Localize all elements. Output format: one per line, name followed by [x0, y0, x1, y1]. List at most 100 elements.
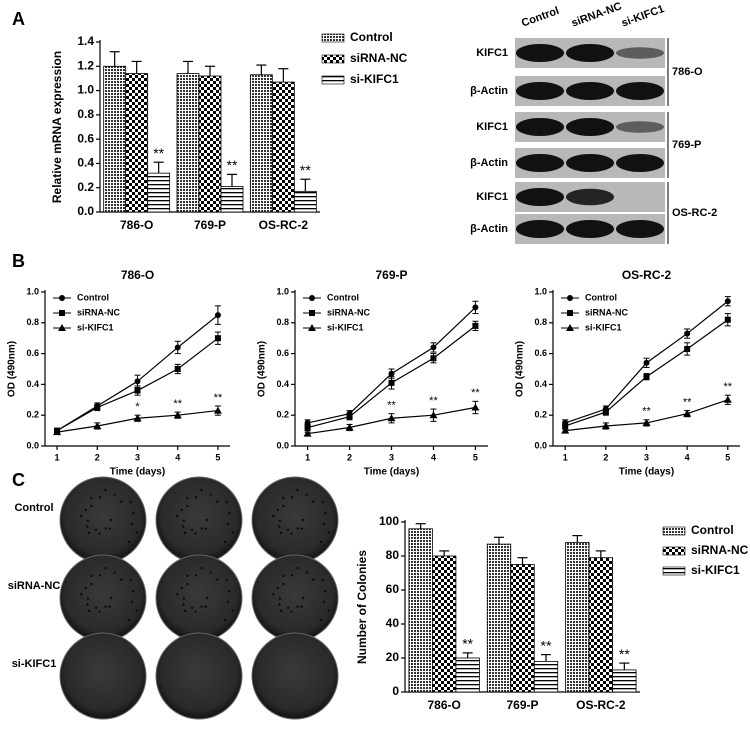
- marker: [309, 295, 315, 301]
- y-tick-label: 0.8: [26, 317, 39, 327]
- y-tick-label: 20: [386, 650, 400, 664]
- bar: [176, 73, 200, 213]
- blot-band: [516, 82, 564, 100]
- colony: [90, 496, 93, 500]
- colony: [186, 583, 189, 586]
- colony: [182, 519, 186, 522]
- y-tick-label: 0.6: [26, 348, 39, 358]
- blot-band: [616, 220, 664, 238]
- blot-band: [566, 44, 614, 62]
- colony: [312, 578, 315, 581]
- colony: [278, 519, 282, 522]
- colony: [301, 518, 305, 522]
- colony: [135, 531, 139, 534]
- y-axis-label: Number of Colonies: [355, 550, 369, 664]
- colony: [84, 586, 87, 590]
- marker: [59, 295, 65, 301]
- colony: [108, 605, 111, 608]
- colony: [200, 605, 203, 608]
- colony: [278, 525, 281, 528]
- y-tick-label: 0.4: [77, 156, 94, 170]
- y-tick-label: 60: [386, 582, 400, 596]
- y-tick-label: 0.4: [534, 379, 547, 389]
- colony: [186, 505, 189, 508]
- marker: [309, 310, 315, 316]
- x-tick-label: 4: [431, 452, 436, 462]
- x-tick-label: 5: [215, 452, 220, 462]
- chart-title: 769-P: [375, 268, 407, 282]
- x-axis-label: Time (days): [110, 467, 165, 478]
- significance-label: **: [724, 381, 733, 393]
- colony: [127, 618, 131, 622]
- bar: [533, 661, 559, 693]
- colony: [324, 512, 327, 515]
- colony: [290, 573, 294, 577]
- y-tick-label: 1.0: [26, 286, 39, 296]
- colony: [282, 583, 285, 586]
- marker: [93, 421, 102, 429]
- x-tick-label: 5: [473, 452, 478, 462]
- x-tick-label: 3: [135, 452, 140, 462]
- protein-label: β-Actin: [470, 223, 508, 235]
- y-axis-label: OD (490nm): [257, 341, 268, 397]
- x-tick-label: 1: [563, 452, 568, 462]
- colony: [98, 573, 102, 577]
- legend-label: si-KIFC1: [585, 322, 622, 332]
- legend-label: Control: [327, 292, 359, 302]
- x-tick-label: OS-RC-2: [259, 218, 309, 232]
- error-bar: [619, 662, 630, 670]
- colony: [190, 528, 194, 532]
- error-bar: [109, 51, 120, 67]
- marker: [214, 312, 221, 319]
- blot-band: [516, 154, 564, 172]
- x-tick-label: 1: [305, 452, 310, 462]
- marker: [388, 379, 395, 386]
- colony: [104, 527, 107, 530]
- error-bar: [517, 557, 528, 565]
- colony: [104, 605, 107, 608]
- x-tick-label: 4: [685, 452, 690, 462]
- colony: [98, 532, 101, 535]
- error-bar: [205, 65, 215, 76]
- colony: [200, 566, 203, 570]
- x-tick-label: 786-O: [427, 698, 460, 712]
- plate-row-label: Control: [14, 502, 53, 514]
- colony: [186, 574, 189, 578]
- marker: [134, 387, 141, 394]
- marker: [59, 310, 65, 316]
- bar: [432, 555, 457, 693]
- x-tick-label: 4: [175, 452, 180, 462]
- significance-label: **: [541, 637, 552, 653]
- marker: [345, 423, 354, 431]
- colony: [324, 590, 327, 593]
- colony: [282, 496, 285, 500]
- y-tick-label: 0.8: [276, 317, 289, 327]
- marker: [429, 411, 438, 419]
- lane-label: siRNA-NC: [570, 0, 624, 29]
- colony: [183, 609, 187, 613]
- y-tick-label: 40: [386, 616, 400, 630]
- colony: [223, 618, 227, 622]
- y-tick-label: 0.0: [534, 440, 547, 450]
- marker: [684, 345, 691, 352]
- legend-label: Control: [691, 523, 734, 537]
- colony: [120, 578, 123, 581]
- y-tick-label: 0.4: [26, 379, 39, 389]
- significance-label: **: [227, 157, 238, 173]
- colony: [272, 592, 275, 596]
- colony: [228, 512, 231, 515]
- y-tick-label: 1.0: [534, 286, 547, 296]
- colony: [182, 603, 185, 606]
- y-tick-label: 0.0: [276, 440, 289, 450]
- colony: [86, 519, 90, 522]
- error-bar: [227, 173, 237, 187]
- colony: [319, 618, 323, 622]
- y-tick-label: 100: [379, 514, 399, 528]
- y-tick-label: 0.8: [534, 317, 547, 327]
- colony: [231, 609, 235, 612]
- significance-label: **: [642, 406, 651, 418]
- bar: [220, 186, 244, 213]
- legend-label: Control: [350, 30, 393, 44]
- plate: [251, 632, 339, 720]
- marker: [643, 359, 650, 366]
